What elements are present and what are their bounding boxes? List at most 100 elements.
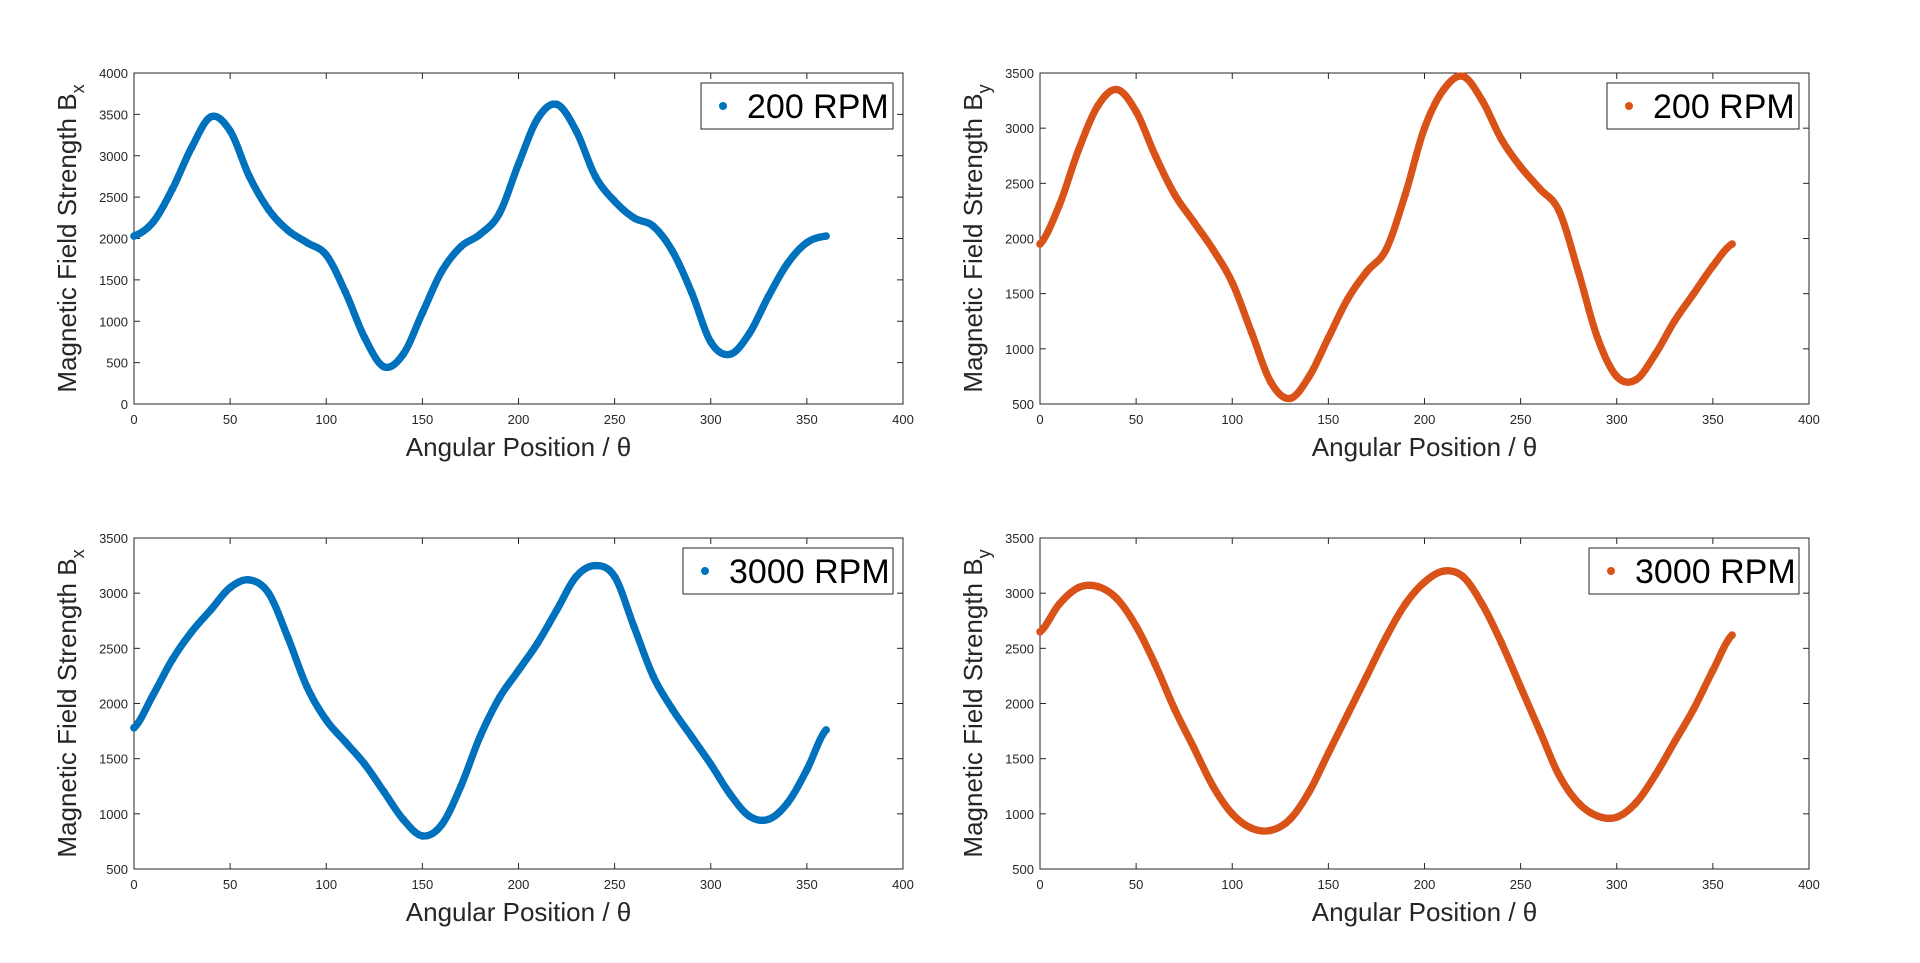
x-tick-label: 0 bbox=[130, 877, 137, 892]
data-point bbox=[1074, 146, 1083, 155]
data-point bbox=[572, 127, 580, 135]
legend: 200 RPM bbox=[700, 82, 894, 130]
x-tick-label: 300 bbox=[700, 412, 722, 427]
data-point bbox=[476, 732, 484, 741]
x-tick-label: 400 bbox=[892, 877, 914, 892]
data-point bbox=[803, 765, 811, 774]
data-point bbox=[1689, 289, 1698, 298]
data-point bbox=[533, 114, 542, 123]
data-point bbox=[649, 672, 657, 680]
x-tick-label: 200 bbox=[1414, 412, 1436, 427]
y-tick-label: 2500 bbox=[99, 641, 128, 656]
x-tick-label: 150 bbox=[1318, 412, 1340, 427]
y-tick-label: 2500 bbox=[1005, 641, 1034, 656]
data-point bbox=[1113, 85, 1121, 94]
legend: 3000 RPM bbox=[682, 547, 894, 595]
y-tick-label: 2000 bbox=[1005, 697, 1034, 712]
series-1 bbox=[1036, 567, 1736, 835]
data-point bbox=[1343, 295, 1352, 303]
y-tick-label: 500 bbox=[106, 356, 128, 371]
y-axis-label: Magnetic Field Strength Bx bbox=[52, 84, 88, 392]
data-point bbox=[149, 690, 158, 699]
data-point bbox=[1247, 328, 1256, 337]
data-point bbox=[630, 214, 638, 222]
data-point bbox=[630, 622, 638, 631]
data-point bbox=[341, 288, 350, 297]
data-point bbox=[1612, 372, 1621, 381]
x-tick-label: 300 bbox=[1606, 412, 1628, 427]
data-point bbox=[783, 259, 792, 268]
y-tick-label: 0 bbox=[121, 397, 128, 412]
y-tick-label: 4000 bbox=[99, 66, 128, 81]
data-point bbox=[572, 572, 580, 581]
data-point bbox=[130, 723, 138, 732]
x-tick-label: 200 bbox=[1414, 877, 1436, 892]
data-point bbox=[591, 172, 600, 181]
data-point bbox=[322, 716, 331, 724]
x-tick-label: 100 bbox=[1221, 877, 1243, 892]
x-tick-label: 100 bbox=[315, 877, 337, 892]
data-point bbox=[764, 292, 773, 301]
data-point bbox=[284, 226, 292, 235]
x-tick-label: 0 bbox=[130, 412, 137, 427]
x-tick-label: 150 bbox=[412, 877, 434, 892]
data-point bbox=[476, 230, 484, 239]
y-tick-label: 500 bbox=[1012, 862, 1034, 877]
y-tick-label: 3500 bbox=[99, 107, 128, 122]
data-point bbox=[1728, 240, 1736, 248]
data-point bbox=[226, 127, 234, 135]
data-point bbox=[1401, 190, 1410, 199]
legend-marker bbox=[719, 102, 727, 110]
x-tick-label: 350 bbox=[1702, 877, 1724, 892]
legend-label: 200 RPM bbox=[747, 88, 889, 126]
data-point bbox=[1151, 151, 1160, 160]
y-tick-label: 1500 bbox=[99, 752, 128, 767]
x-axis-label: Angular Position / θ bbox=[406, 432, 631, 462]
legend-box bbox=[1606, 82, 1800, 130]
data-point bbox=[1478, 96, 1486, 105]
y-tick-label: 1000 bbox=[1005, 807, 1034, 822]
data-point bbox=[437, 821, 446, 829]
data-point bbox=[1632, 375, 1640, 384]
legend-label: 3000 RPM bbox=[729, 553, 890, 591]
x-tick-label: 250 bbox=[1510, 877, 1532, 892]
data-point bbox=[1670, 317, 1679, 326]
y-axis-label-subscript: y bbox=[974, 549, 994, 558]
data-point bbox=[745, 812, 753, 820]
y-axis-label: Magnetic Field Strength Bx bbox=[52, 549, 88, 857]
x-tick-label: 300 bbox=[700, 877, 722, 892]
data-point bbox=[149, 218, 158, 226]
data-point bbox=[187, 627, 196, 636]
data-point bbox=[553, 100, 561, 109]
data-point bbox=[610, 197, 619, 206]
y-axis-label-subscript: x bbox=[68, 84, 88, 93]
data-point bbox=[399, 350, 407, 359]
data-point bbox=[1459, 72, 1467, 81]
y-axis-label-subscript: y bbox=[974, 84, 994, 93]
data-point bbox=[1286, 394, 1294, 403]
chart-panel-3: 0 50 100 150 200 250 300 350 4005001000150020002… bbox=[52, 531, 914, 927]
x-tick-label: 200 bbox=[508, 877, 530, 892]
data-point bbox=[380, 787, 388, 796]
data-point bbox=[1190, 218, 1198, 226]
data-point bbox=[1363, 267, 1371, 276]
y-tick-label: 3500 bbox=[99, 531, 128, 546]
chart-panel-2: 0 50 100 150 200 250 300 350 4005001000150020002… bbox=[958, 66, 1820, 462]
y-axis-label-subscript: x bbox=[68, 549, 88, 558]
x-tick-label: 50 bbox=[223, 412, 237, 427]
y-tick-label: 1500 bbox=[99, 273, 128, 288]
data-point bbox=[668, 705, 677, 713]
x-tick-label: 100 bbox=[315, 412, 337, 427]
y-tick-label: 3000 bbox=[99, 149, 128, 164]
data-point bbox=[207, 113, 215, 121]
y-axis-label-main: Magnetic Field Strength B bbox=[52, 558, 82, 857]
data-point bbox=[1324, 334, 1333, 342]
y-axis-label-main: Magnetic Field Strength B bbox=[52, 93, 82, 392]
x-tick-label: 150 bbox=[1318, 877, 1340, 892]
data-point bbox=[1651, 350, 1659, 359]
data-point bbox=[687, 732, 696, 741]
data-point bbox=[822, 232, 830, 240]
y-tick-label: 2000 bbox=[99, 232, 128, 247]
x-tick-label: 0 bbox=[1036, 877, 1043, 892]
